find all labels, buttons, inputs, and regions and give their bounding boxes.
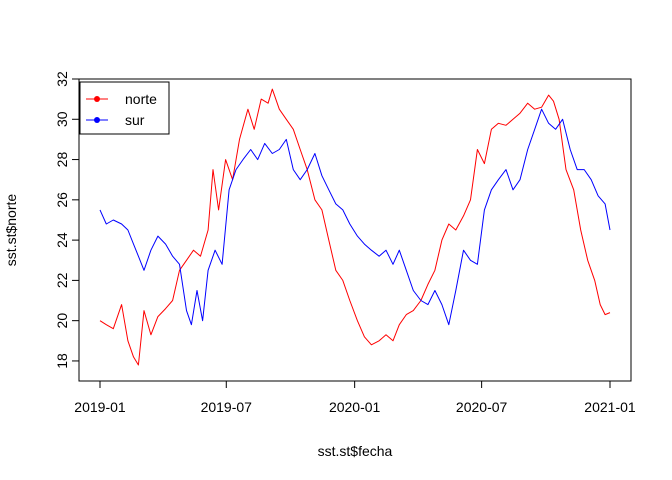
y-tick-label: 30 [54, 111, 70, 127]
y-axis-label: sst.st$norte [3, 194, 19, 267]
x-tick-label: 2019-01 [74, 399, 126, 415]
x-tick-label: 2019-07 [201, 399, 253, 415]
y-tick-label: 22 [54, 272, 70, 288]
x-axis-label: sst.st$fecha [318, 443, 393, 459]
y-tick-label: 32 [54, 71, 70, 87]
legend-marker-sur [94, 117, 100, 123]
legend-label-sur: sur [125, 112, 145, 128]
y-tick-label: 20 [54, 313, 70, 329]
x-tick-label: 2021-01 [584, 399, 636, 415]
y-tick-label: 24 [54, 232, 70, 248]
legend-marker-norte [94, 96, 100, 102]
y-tick-label: 18 [54, 353, 70, 369]
x-tick-label: 2020-07 [456, 399, 508, 415]
y-tick-label: 28 [54, 152, 70, 168]
legend: norte sur [80, 82, 169, 134]
legend-label-norte: norte [125, 91, 157, 107]
x-tick-label: 2020-01 [329, 399, 381, 415]
y-tick-label: 26 [54, 192, 70, 208]
